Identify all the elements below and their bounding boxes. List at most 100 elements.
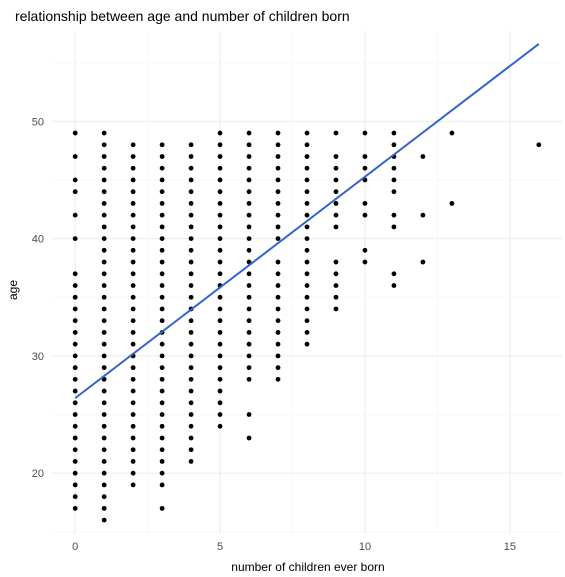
data-point bbox=[362, 165, 368, 171]
data-point bbox=[159, 247, 165, 253]
data-point bbox=[304, 189, 310, 195]
data-point bbox=[246, 236, 252, 242]
data-point bbox=[72, 435, 78, 441]
data-point bbox=[217, 423, 223, 429]
data-point bbox=[101, 330, 107, 335]
data-point bbox=[246, 165, 252, 171]
data-point bbox=[130, 482, 136, 488]
data-point bbox=[188, 154, 194, 159]
x-axis-label: number of children ever born bbox=[231, 560, 384, 574]
data-point bbox=[159, 353, 165, 359]
data-point bbox=[72, 388, 78, 394]
data-point bbox=[217, 154, 223, 159]
data-point bbox=[130, 423, 136, 429]
data-point bbox=[304, 294, 310, 300]
data-point bbox=[188, 259, 194, 265]
data-point bbox=[275, 330, 281, 335]
data-point bbox=[217, 341, 223, 347]
data-point bbox=[217, 130, 223, 136]
data-point bbox=[101, 189, 107, 195]
data-point bbox=[391, 224, 397, 230]
data-point bbox=[246, 189, 252, 195]
data-point bbox=[101, 224, 107, 230]
data-point bbox=[275, 341, 281, 347]
data-point bbox=[101, 294, 107, 300]
data-point bbox=[333, 271, 339, 277]
data-point bbox=[333, 165, 339, 171]
data-point bbox=[217, 271, 223, 277]
data-point bbox=[130, 341, 136, 347]
data-point bbox=[275, 201, 281, 206]
data-point bbox=[72, 365, 78, 371]
data-point bbox=[333, 189, 339, 195]
data-point bbox=[188, 318, 194, 324]
data-point bbox=[188, 236, 194, 242]
data-point bbox=[72, 306, 78, 312]
y-axis-label: age bbox=[6, 280, 20, 300]
data-point bbox=[188, 459, 194, 464]
data-point bbox=[188, 247, 194, 253]
data-point bbox=[130, 271, 136, 277]
data-point bbox=[101, 400, 107, 406]
data-point bbox=[246, 271, 252, 277]
data-point bbox=[246, 177, 252, 183]
data-point bbox=[188, 388, 194, 394]
data-point bbox=[362, 259, 368, 265]
data-point bbox=[275, 306, 281, 312]
data-point bbox=[159, 236, 165, 242]
data-point bbox=[101, 470, 107, 476]
data-point bbox=[246, 330, 252, 335]
data-point bbox=[275, 376, 281, 382]
data-point bbox=[72, 353, 78, 359]
data-point bbox=[333, 130, 339, 136]
data-point bbox=[362, 201, 368, 206]
regression-line bbox=[74, 43, 540, 399]
data-point bbox=[362, 130, 368, 136]
data-point bbox=[246, 376, 252, 382]
data-point bbox=[304, 142, 310, 148]
data-point bbox=[101, 482, 107, 488]
data-point bbox=[159, 470, 165, 476]
data-point bbox=[246, 201, 252, 206]
data-points bbox=[72, 130, 542, 523]
y-tick-label: 20 bbox=[32, 468, 44, 480]
data-point bbox=[246, 435, 252, 441]
data-point bbox=[72, 447, 78, 453]
data-point bbox=[130, 459, 136, 464]
data-point bbox=[391, 271, 397, 277]
data-point bbox=[304, 130, 310, 136]
data-point bbox=[217, 177, 223, 183]
trend-line bbox=[74, 43, 540, 399]
data-point bbox=[333, 224, 339, 230]
data-point bbox=[275, 236, 281, 242]
data-point bbox=[188, 435, 194, 441]
data-point bbox=[275, 353, 281, 359]
data-point bbox=[246, 341, 252, 347]
data-point bbox=[101, 388, 107, 394]
data-point bbox=[304, 330, 310, 335]
data-point bbox=[275, 224, 281, 230]
data-point bbox=[130, 400, 136, 406]
data-point bbox=[159, 271, 165, 277]
data-point bbox=[72, 505, 78, 511]
data-point bbox=[391, 283, 397, 288]
data-point bbox=[246, 130, 252, 136]
data-point bbox=[130, 142, 136, 148]
data-point bbox=[362, 212, 368, 218]
data-point bbox=[101, 259, 107, 265]
data-point bbox=[130, 154, 136, 159]
data-point bbox=[333, 283, 339, 288]
data-point bbox=[246, 247, 252, 253]
data-point bbox=[304, 201, 310, 206]
data-point bbox=[246, 283, 252, 288]
chart-title: relationship between age and number of c… bbox=[15, 8, 350, 24]
data-point bbox=[130, 177, 136, 183]
data-point bbox=[304, 306, 310, 312]
data-point bbox=[159, 142, 165, 148]
data-point bbox=[275, 130, 281, 136]
data-point bbox=[275, 283, 281, 288]
data-point bbox=[130, 318, 136, 324]
data-point bbox=[101, 505, 107, 511]
data-point bbox=[391, 212, 397, 218]
